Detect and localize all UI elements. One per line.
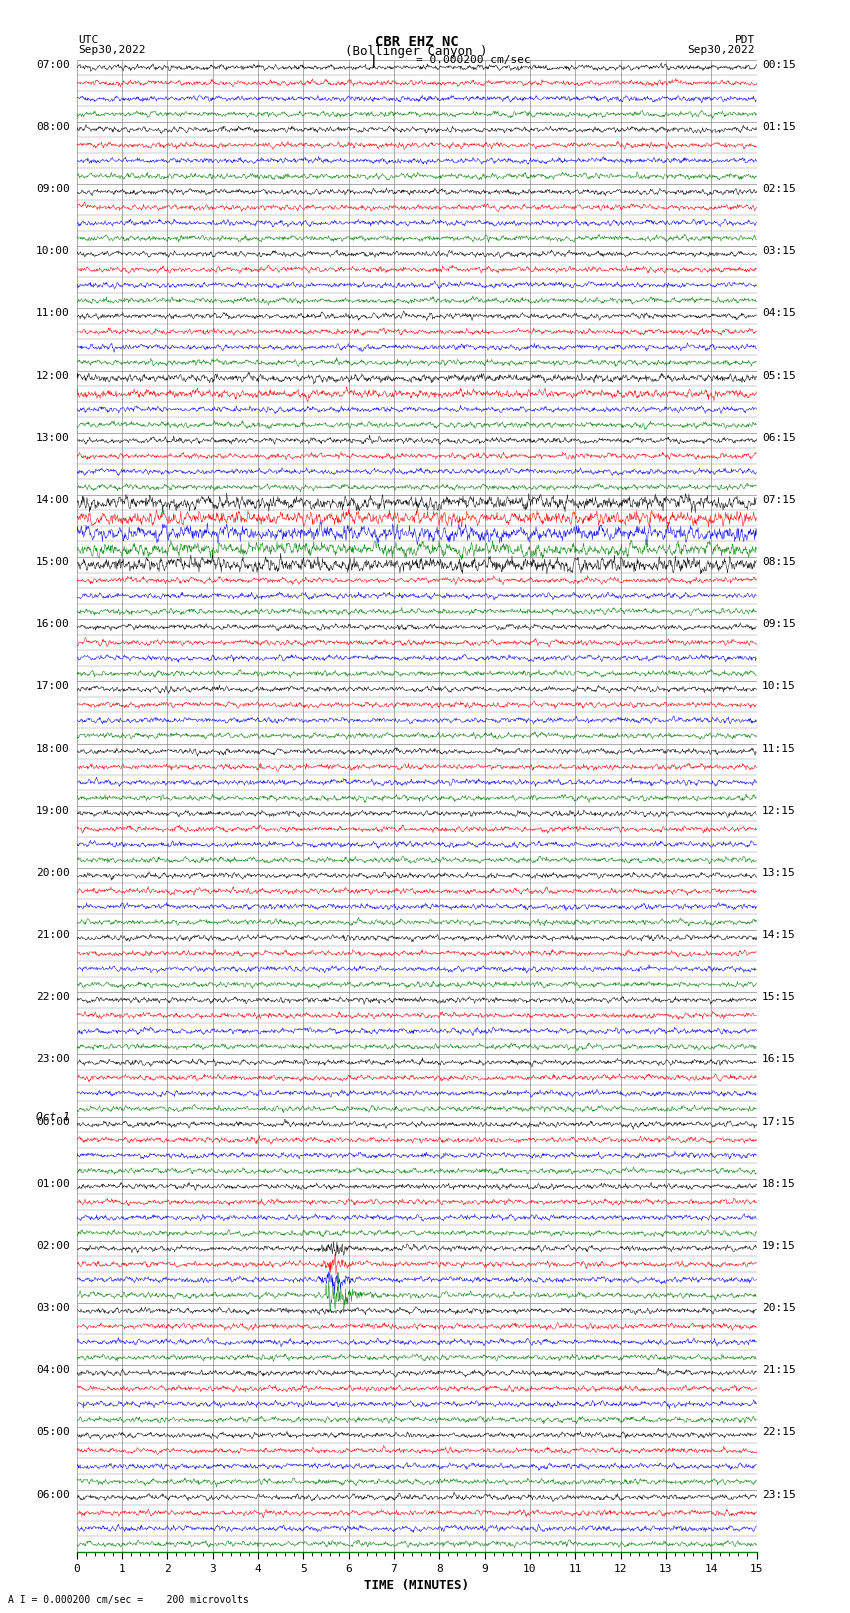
Text: 19:00: 19:00	[36, 806, 70, 816]
Text: 12:00: 12:00	[36, 371, 70, 381]
Text: 23:15: 23:15	[762, 1489, 796, 1500]
Text: 03:00: 03:00	[36, 1303, 70, 1313]
Text: 19:15: 19:15	[762, 1240, 796, 1250]
Text: 07:15: 07:15	[762, 495, 796, 505]
Text: 11:15: 11:15	[762, 744, 796, 753]
Text: 20:15: 20:15	[762, 1303, 796, 1313]
Text: 16:15: 16:15	[762, 1055, 796, 1065]
Text: 21:15: 21:15	[762, 1365, 796, 1376]
Text: 16:00: 16:00	[36, 619, 70, 629]
Text: UTC: UTC	[78, 35, 99, 45]
Text: 15:15: 15:15	[762, 992, 796, 1002]
Text: 10:15: 10:15	[762, 681, 796, 692]
Text: (Bollinger Canyon ): (Bollinger Canyon )	[345, 45, 488, 58]
Text: 12:15: 12:15	[762, 806, 796, 816]
Text: A I = 0.000200 cm/sec =    200 microvolts: A I = 0.000200 cm/sec = 200 microvolts	[8, 1595, 249, 1605]
Text: 02:15: 02:15	[762, 184, 796, 194]
Text: CBR EHZ NC: CBR EHZ NC	[375, 35, 458, 50]
Text: 07:00: 07:00	[36, 60, 70, 69]
Text: 09:15: 09:15	[762, 619, 796, 629]
Text: 08:00: 08:00	[36, 123, 70, 132]
Text: 09:00: 09:00	[36, 184, 70, 194]
Text: 05:00: 05:00	[36, 1428, 70, 1437]
Text: 22:15: 22:15	[762, 1428, 796, 1437]
Text: 01:15: 01:15	[762, 123, 796, 132]
Text: 05:15: 05:15	[762, 371, 796, 381]
Text: 14:15: 14:15	[762, 931, 796, 940]
Text: 13:00: 13:00	[36, 432, 70, 442]
Text: 15:00: 15:00	[36, 556, 70, 568]
Text: 20:00: 20:00	[36, 868, 70, 877]
Text: 18:15: 18:15	[762, 1179, 796, 1189]
Text: Sep30,2022: Sep30,2022	[78, 45, 145, 55]
Text: |: |	[371, 55, 377, 68]
Text: = 0.000200 cm/sec: = 0.000200 cm/sec	[416, 55, 531, 65]
Text: 14:00: 14:00	[36, 495, 70, 505]
Text: Sep30,2022: Sep30,2022	[688, 45, 755, 55]
Text: PDT: PDT	[734, 35, 755, 45]
Text: 22:00: 22:00	[36, 992, 70, 1002]
Text: 17:15: 17:15	[762, 1116, 796, 1126]
Text: 04:15: 04:15	[762, 308, 796, 318]
Text: 17:00: 17:00	[36, 681, 70, 692]
Text: 13:15: 13:15	[762, 868, 796, 877]
Text: Oct 1: Oct 1	[36, 1111, 70, 1123]
Text: 00:00: 00:00	[36, 1116, 70, 1126]
Text: 11:00: 11:00	[36, 308, 70, 318]
Text: 01:00: 01:00	[36, 1179, 70, 1189]
Text: 06:00: 06:00	[36, 1489, 70, 1500]
Text: 02:00: 02:00	[36, 1240, 70, 1250]
X-axis label: TIME (MINUTES): TIME (MINUTES)	[364, 1579, 469, 1592]
Text: 08:15: 08:15	[762, 556, 796, 568]
Text: 00:15: 00:15	[762, 60, 796, 69]
Text: 21:00: 21:00	[36, 931, 70, 940]
Text: 06:15: 06:15	[762, 432, 796, 442]
Text: 18:00: 18:00	[36, 744, 70, 753]
Text: 23:00: 23:00	[36, 1055, 70, 1065]
Text: 10:00: 10:00	[36, 247, 70, 256]
Text: 03:15: 03:15	[762, 247, 796, 256]
Text: 04:00: 04:00	[36, 1365, 70, 1376]
